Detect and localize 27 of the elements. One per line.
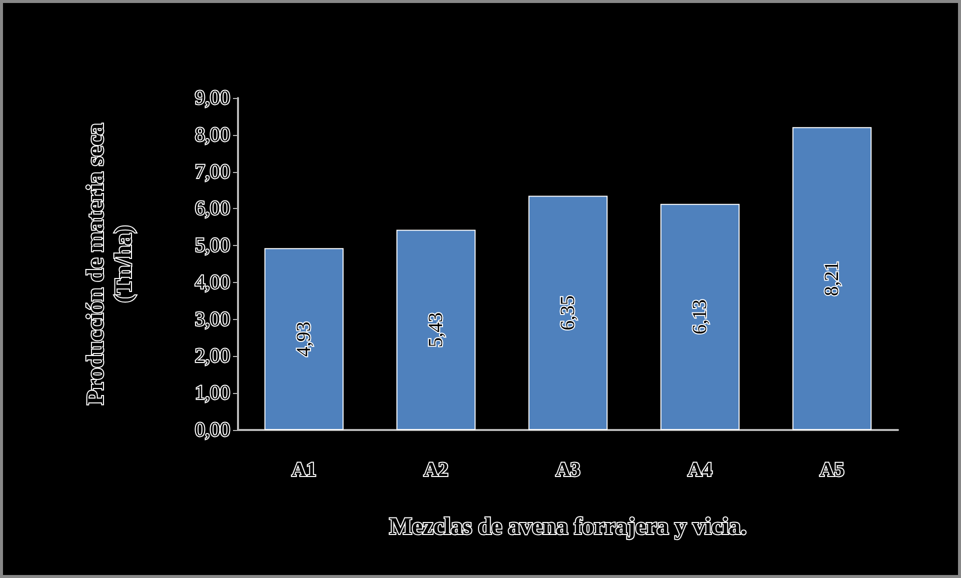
x-tick-label: A1 [292, 459, 316, 481]
data-label: 6,35 [557, 295, 579, 330]
x-tick-label: A5 [820, 459, 844, 481]
y-tick-label: 4,00 [195, 271, 230, 294]
y-tick-label: 2,00 [195, 345, 230, 368]
data-label: 4,93 [293, 322, 315, 357]
y-tick-label: 9,00 [195, 87, 230, 109]
bar [660, 204, 740, 430]
bar [264, 248, 344, 430]
y-tick-label: 8,00 [195, 124, 230, 146]
y-tick-label: 7,00 [195, 160, 230, 183]
bar [792, 127, 872, 430]
y-tick-label: 6,00 [195, 198, 230, 220]
bar [396, 230, 476, 430]
data-label: 8,21 [821, 261, 843, 296]
x-tick-label: A4 [688, 459, 712, 481]
y-axis-title: Producción de materia seca (Tn/ha) [83, 123, 137, 405]
y-tick-label: 0,00 [195, 419, 230, 441]
x-tick-label: A3 [556, 459, 580, 481]
bar [528, 196, 608, 430]
y-tick-label: 3,00 [195, 308, 230, 330]
x-tick-label: A2 [424, 459, 448, 481]
x-axis-title: Mezclas de avena forrajera y vicia. [389, 514, 747, 540]
y-tick-label: 5,00 [195, 234, 230, 257]
data-label: 5,43 [425, 312, 447, 348]
y-tick-label: 1,00 [195, 382, 230, 404]
data-label: 6,13 [689, 299, 711, 334]
